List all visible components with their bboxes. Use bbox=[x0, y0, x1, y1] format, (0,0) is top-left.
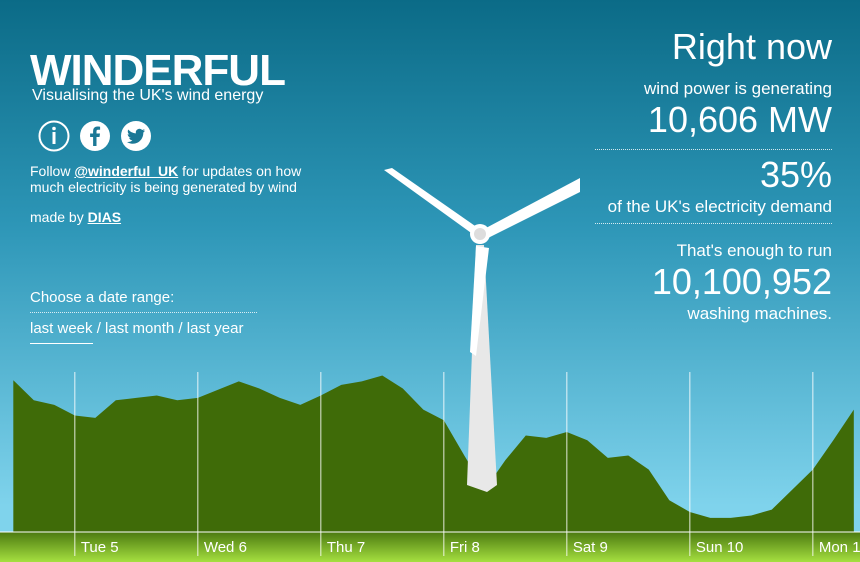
ground bbox=[0, 532, 860, 562]
x-tick-label: Mon 11 bbox=[819, 539, 860, 556]
made-by-label: made by bbox=[30, 209, 84, 225]
generating-value: 10,606 MW bbox=[595, 99, 832, 150]
follow-suffix: for updates on how much electricity is b… bbox=[30, 163, 302, 195]
follow-prefix: Follow bbox=[30, 163, 71, 179]
social-icons bbox=[38, 120, 152, 152]
logo: WINDERFUL bbox=[30, 46, 286, 95]
x-tick-label: Sun 10 bbox=[696, 539, 744, 556]
twitter-link[interactable]: @winderful_UK bbox=[74, 163, 179, 179]
turbine bbox=[384, 168, 580, 492]
x-tick-label: Wed 6 bbox=[204, 539, 247, 556]
x-tick-label: Sat 9 bbox=[573, 539, 608, 556]
x-tick-label: Tue 5 bbox=[81, 539, 119, 556]
share-label: of the UK's electricity demand bbox=[595, 197, 832, 224]
range-option[interactable]: last week bbox=[30, 320, 93, 344]
made-by: made by DIAS bbox=[30, 209, 121, 225]
range-option[interactable]: last year bbox=[186, 320, 244, 337]
subtitle: Visualising the UK's wind energy bbox=[32, 87, 264, 104]
enough-value: 10,100,952 bbox=[651, 261, 832, 302]
enough-label: That's enough to run bbox=[676, 241, 832, 260]
now-title: Right now bbox=[671, 26, 832, 67]
separator: / bbox=[96, 320, 101, 337]
range-option[interactable]: last month bbox=[105, 320, 175, 337]
twitter-icon[interactable] bbox=[120, 120, 152, 152]
x-tick-label: Thu 7 bbox=[327, 539, 365, 556]
maker-link[interactable]: DIAS bbox=[87, 209, 122, 225]
follow-text: Follow @winderful_UK for updates on how … bbox=[30, 163, 315, 195]
generating-label: wind power is generating bbox=[643, 79, 832, 98]
facebook-icon[interactable] bbox=[79, 120, 111, 152]
separator: / bbox=[178, 320, 183, 337]
area bbox=[13, 375, 854, 532]
x-tick-label: Fri 8 bbox=[450, 539, 480, 556]
info-icon[interactable] bbox=[38, 120, 70, 152]
date-range-label: Choose a date range: bbox=[30, 289, 257, 313]
share-value: 35% bbox=[759, 154, 832, 195]
enough-unit: washing machines. bbox=[687, 304, 832, 323]
date-range-options: last week / last month / last year bbox=[30, 320, 244, 344]
